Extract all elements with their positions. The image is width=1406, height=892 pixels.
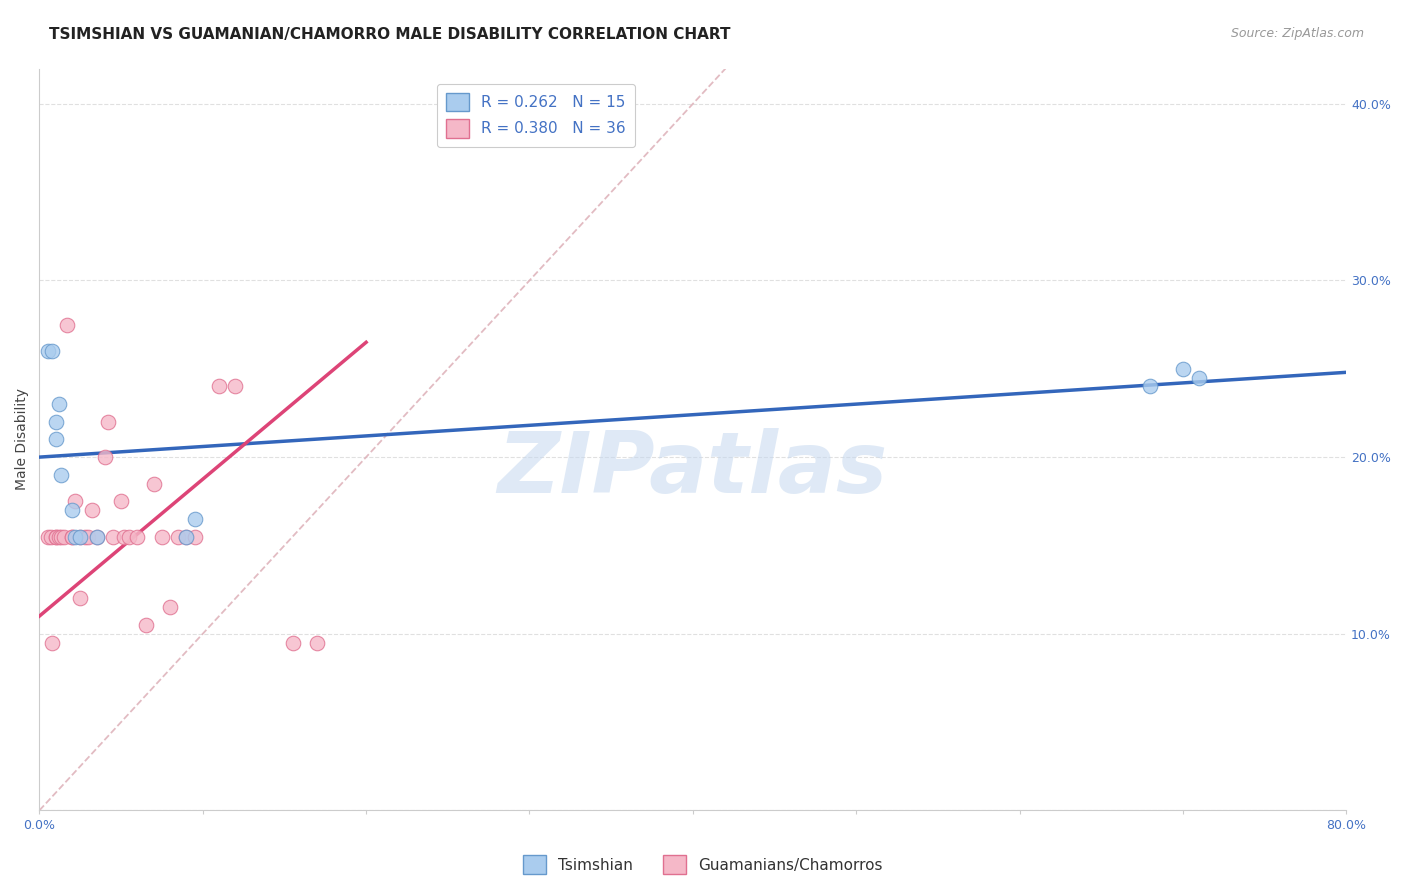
- Point: [41, 344, 63, 359]
- Point: [65, 494, 87, 508]
- Point: [37, 530, 59, 544]
- Point: [1171, 361, 1194, 376]
- Point: [1188, 370, 1211, 384]
- Point: [77, 530, 100, 544]
- Point: [48, 397, 70, 411]
- Point: [176, 530, 198, 544]
- Y-axis label: Male Disability: Male Disability: [15, 388, 30, 491]
- Point: [183, 512, 205, 526]
- Point: [49, 530, 72, 544]
- Point: [48, 530, 70, 544]
- Point: [135, 618, 157, 632]
- Point: [75, 530, 97, 544]
- Point: [150, 530, 173, 544]
- Point: [37, 344, 59, 359]
- Point: [80, 503, 103, 517]
- Point: [94, 450, 117, 464]
- Point: [49, 467, 72, 482]
- Point: [52, 530, 75, 544]
- Point: [45, 530, 67, 544]
- Point: [86, 530, 108, 544]
- Point: [224, 379, 246, 393]
- Legend: Tsimshian, Guamanians/Chamorros: Tsimshian, Guamanians/Chamorros: [517, 849, 889, 880]
- Text: Source: ZipAtlas.com: Source: ZipAtlas.com: [1230, 27, 1364, 40]
- Legend: R = 0.262   N = 15, R = 0.380   N = 36: R = 0.262 N = 15, R = 0.380 N = 36: [437, 84, 636, 147]
- Point: [127, 530, 149, 544]
- Point: [86, 530, 108, 544]
- Point: [60, 503, 83, 517]
- Point: [208, 379, 231, 393]
- Point: [45, 530, 67, 544]
- Point: [110, 494, 132, 508]
- Point: [69, 530, 91, 544]
- Point: [45, 415, 67, 429]
- Point: [176, 530, 198, 544]
- Point: [45, 433, 67, 447]
- Point: [281, 635, 304, 649]
- Point: [118, 530, 141, 544]
- Point: [39, 530, 62, 544]
- Point: [97, 415, 120, 429]
- Point: [183, 530, 205, 544]
- Point: [159, 600, 181, 615]
- Point: [142, 476, 165, 491]
- Point: [60, 530, 83, 544]
- Point: [69, 530, 91, 544]
- Point: [1139, 379, 1161, 393]
- Point: [167, 530, 190, 544]
- Point: [56, 318, 79, 332]
- Point: [307, 635, 329, 649]
- Point: [41, 635, 63, 649]
- Point: [60, 530, 83, 544]
- Point: [69, 591, 91, 606]
- Point: [65, 530, 87, 544]
- Text: TSIMSHIAN VS GUAMANIAN/CHAMORRO MALE DISABILITY CORRELATION CHART: TSIMSHIAN VS GUAMANIAN/CHAMORRO MALE DIS…: [49, 27, 731, 42]
- Point: [101, 530, 124, 544]
- Point: [112, 530, 135, 544]
- Text: ZIPatlas: ZIPatlas: [498, 427, 889, 510]
